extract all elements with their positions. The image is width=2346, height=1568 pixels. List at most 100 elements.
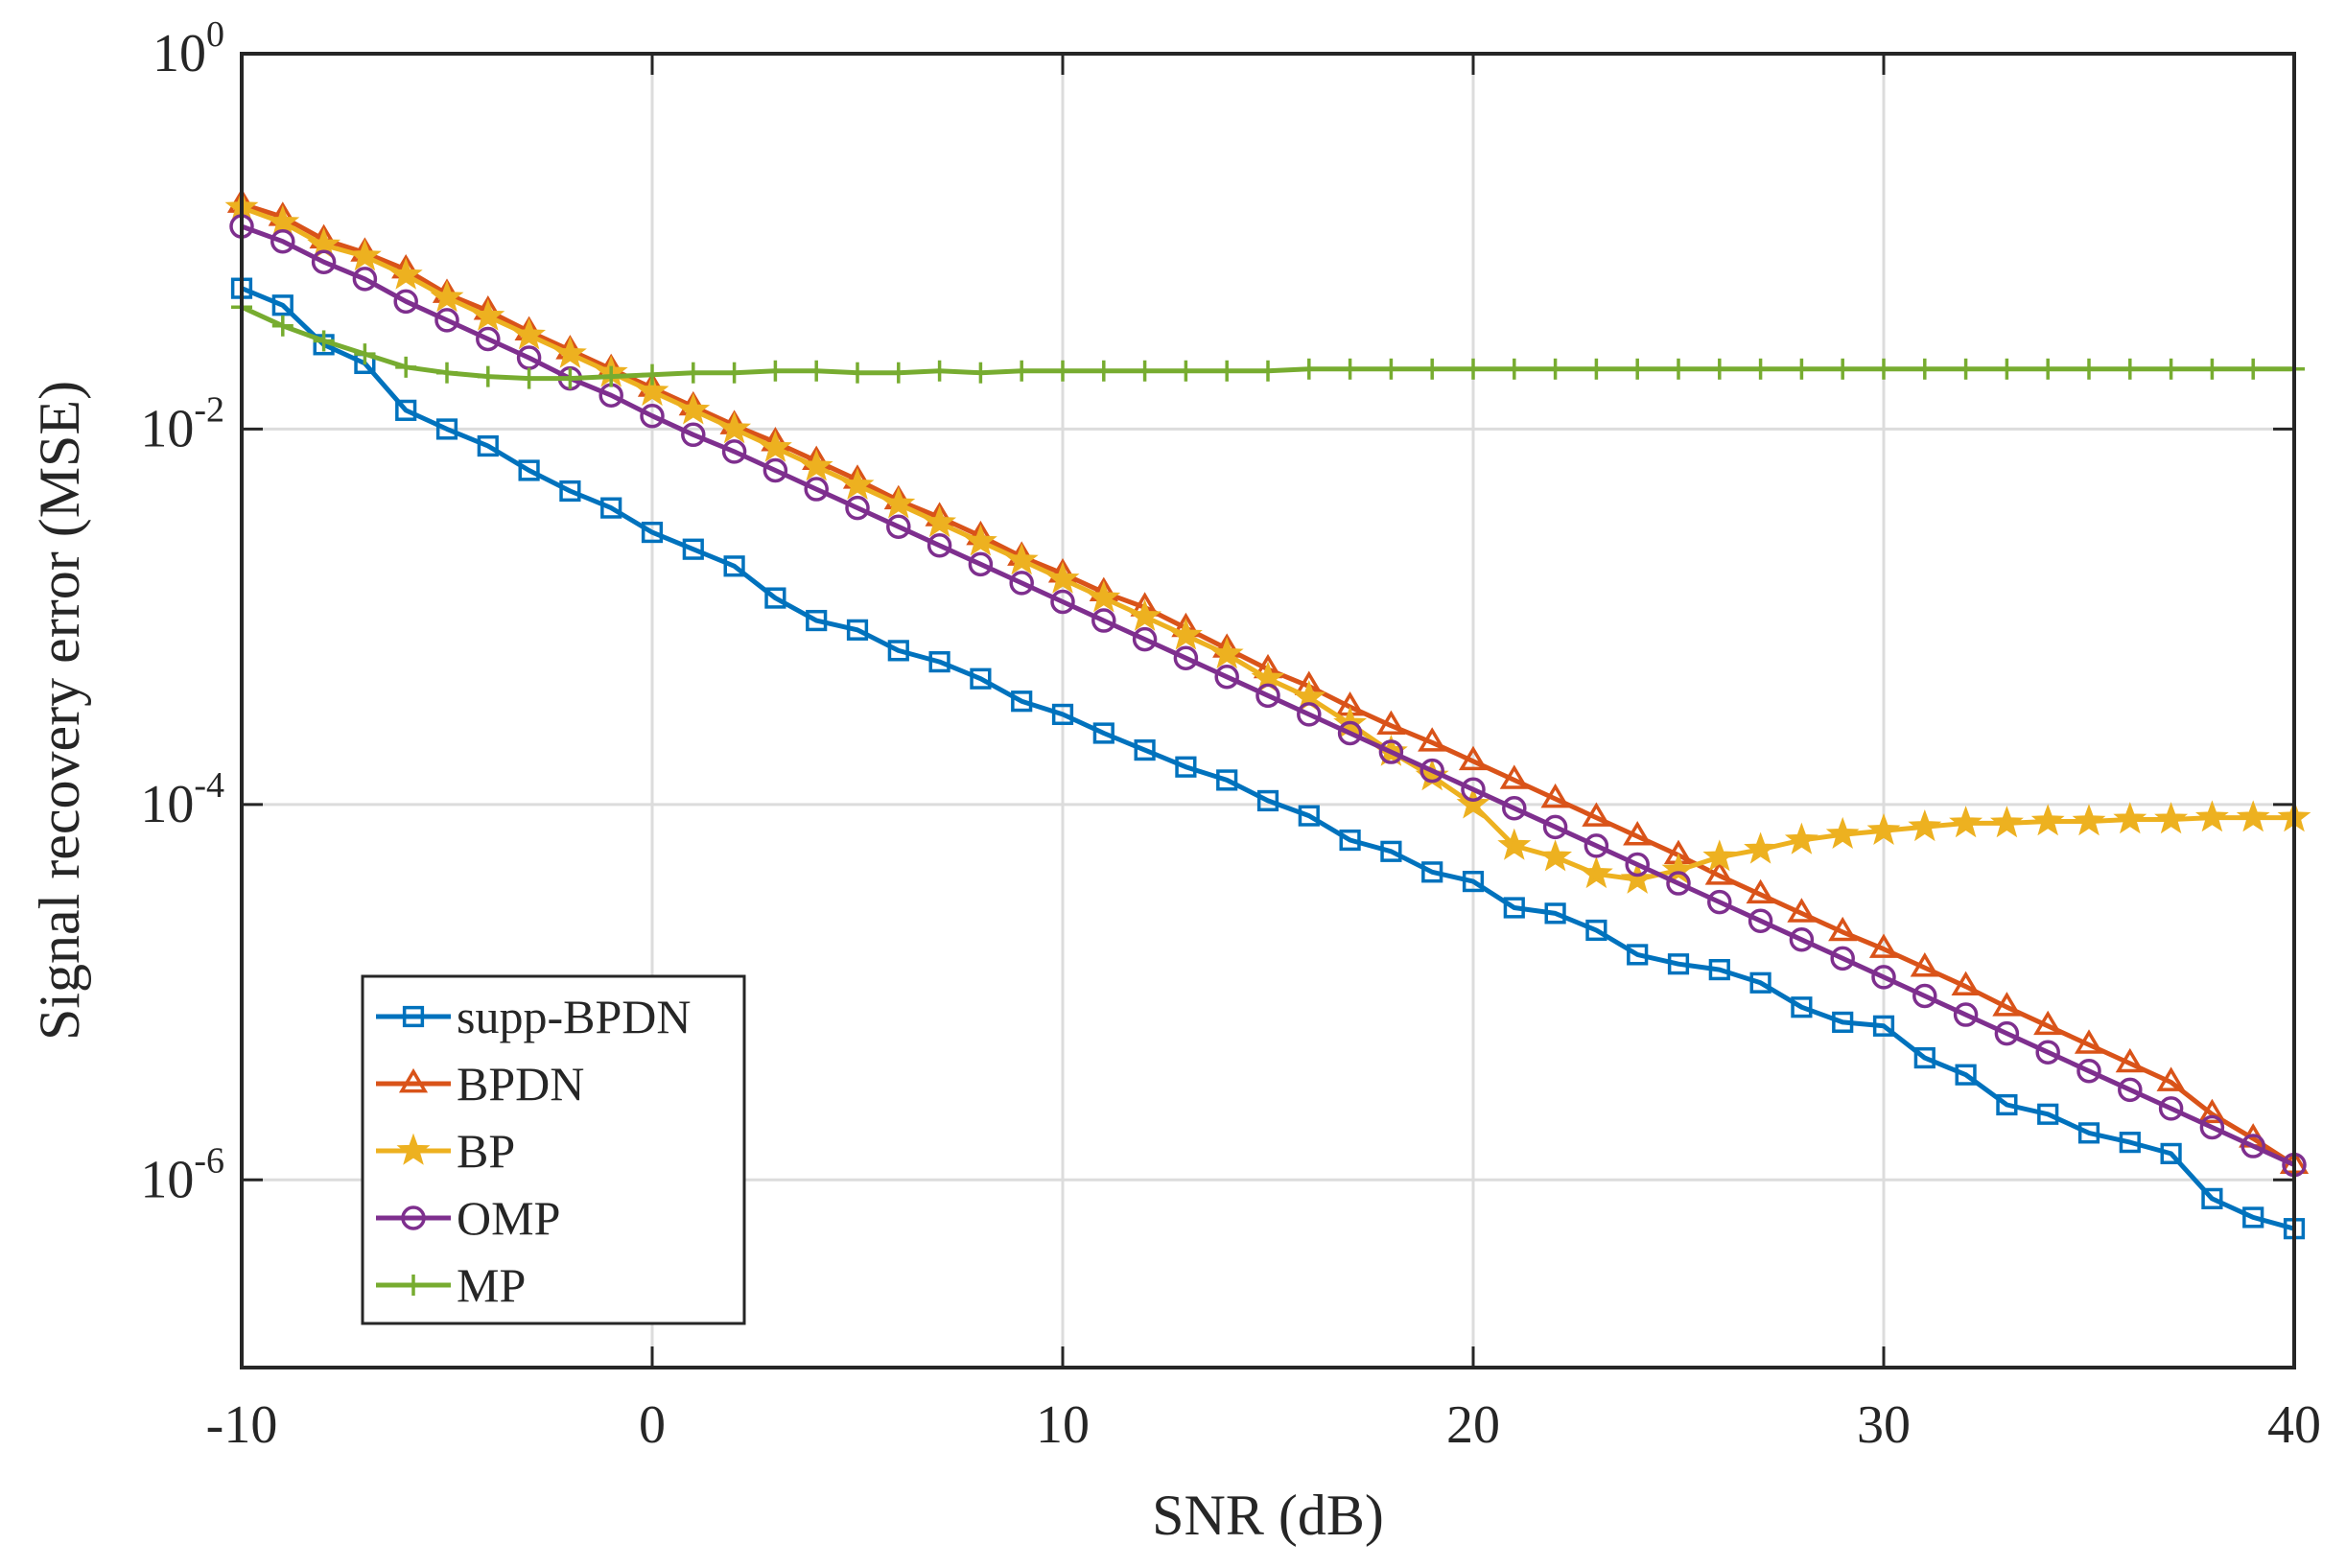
data-point xyxy=(2115,1047,2145,1073)
data-point xyxy=(1579,856,1613,889)
data-point xyxy=(1704,860,1734,885)
y-tick-base: 10 xyxy=(140,775,194,834)
data-point xyxy=(641,521,664,544)
y-tick-base: 10 xyxy=(140,399,194,458)
data-point xyxy=(2077,1122,2100,1144)
data-point xyxy=(311,249,337,274)
data-point xyxy=(559,367,581,389)
data-point xyxy=(1256,789,1279,812)
data-point xyxy=(764,587,786,609)
legend-label: BP xyxy=(457,1124,515,1178)
data-point xyxy=(2030,804,2065,836)
data-point xyxy=(271,294,293,316)
data-point xyxy=(881,486,916,519)
data-point xyxy=(434,308,459,333)
data-point xyxy=(2160,358,2182,380)
data-point xyxy=(393,289,418,315)
y-tick-exponent: 0 xyxy=(206,14,224,55)
legend-item: OMP xyxy=(376,1191,560,1245)
data-point xyxy=(1872,1015,1895,1037)
y-tick-label-text: 10-4 xyxy=(140,765,224,834)
data-point xyxy=(963,524,997,556)
y-tick-label-text: 10-6 xyxy=(140,1140,224,1209)
data-point xyxy=(845,495,870,521)
data-point xyxy=(1257,360,1279,382)
data-point xyxy=(1623,821,1653,846)
data-point xyxy=(512,317,547,350)
data-point xyxy=(1168,618,1203,650)
data-point xyxy=(2074,1029,2104,1054)
x-tick-label: -10 xyxy=(206,1395,278,1455)
data-point xyxy=(1421,861,1443,883)
y-tick-label: 10-2 xyxy=(140,389,224,458)
data-point xyxy=(676,392,711,425)
data-point xyxy=(1297,702,1322,727)
data-point xyxy=(1337,720,1363,746)
data-point xyxy=(354,343,376,365)
data-point xyxy=(559,480,581,503)
data-point xyxy=(1134,739,1156,761)
y-tick-label-text: 10-2 xyxy=(140,389,224,458)
data-point xyxy=(2194,800,2229,832)
data-point xyxy=(1421,358,1443,380)
data-point xyxy=(266,204,300,237)
data-point xyxy=(552,336,587,368)
data-point xyxy=(1209,637,1244,669)
data-point xyxy=(477,365,499,387)
data-point xyxy=(518,367,540,389)
data-point xyxy=(635,374,669,407)
series-supp-bpdn xyxy=(230,277,2306,1240)
data-point xyxy=(1951,971,1981,996)
data-point xyxy=(1830,946,1855,971)
data-point xyxy=(2201,1187,2223,1209)
y-tick-base: 10 xyxy=(140,1150,194,1209)
data-point xyxy=(2201,358,2223,380)
data-point xyxy=(847,362,868,384)
data-point xyxy=(1175,756,1197,778)
data-point xyxy=(1582,802,1611,827)
y-tick-label: 10-4 xyxy=(140,765,224,834)
data-point xyxy=(764,360,786,382)
data-point xyxy=(1255,683,1280,709)
data-point xyxy=(723,362,745,384)
data-point xyxy=(642,363,663,386)
axes-frame xyxy=(240,52,2296,1369)
data-point xyxy=(1216,769,1238,791)
data-point xyxy=(2037,358,2059,380)
data-point xyxy=(1949,806,1983,838)
y-tick-label: 10-6 xyxy=(140,1140,224,1209)
data-point xyxy=(1620,861,1654,894)
data-point xyxy=(1667,953,1690,975)
series-line xyxy=(241,286,2295,1231)
data-point xyxy=(1542,814,1568,840)
data-point xyxy=(1091,608,1116,633)
data-point xyxy=(2035,1040,2060,1065)
data-point xyxy=(682,362,704,384)
data-point xyxy=(1540,783,1570,808)
y-axis-title: Signal recovery error (MSE) xyxy=(28,381,91,1041)
data-point xyxy=(721,439,747,464)
data-point xyxy=(1708,958,1730,981)
data-point xyxy=(1502,796,1527,821)
data-point xyxy=(1173,645,1199,670)
data-point xyxy=(1092,722,1114,744)
data-point xyxy=(271,315,293,337)
x-tick-label: 10 xyxy=(1036,1395,1090,1455)
data-point xyxy=(1462,871,1485,893)
data-point xyxy=(2078,358,2100,380)
series-mp xyxy=(231,296,2305,389)
legend-label: MP xyxy=(457,1258,526,1312)
y-tick-label: 100 xyxy=(152,14,224,83)
data-point xyxy=(2158,1096,2184,1121)
y-tick-exponent: -2 xyxy=(194,389,224,430)
data-point xyxy=(2118,1077,2143,1103)
data-point xyxy=(347,239,382,271)
data-point xyxy=(270,228,295,254)
data-point xyxy=(1791,358,1813,380)
data-point xyxy=(600,497,622,519)
data-point xyxy=(1996,1093,2018,1116)
data-point xyxy=(2037,1103,2059,1125)
data-point xyxy=(846,619,869,641)
data-point xyxy=(1011,360,1033,382)
